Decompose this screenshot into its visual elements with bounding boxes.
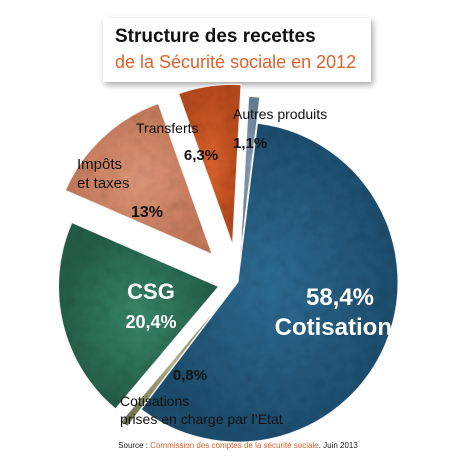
chart-title: Structure des recettes bbox=[115, 26, 316, 47]
slice-value-label: 6,3% bbox=[184, 147, 218, 164]
slice-value-label: 20,4% bbox=[125, 312, 176, 332]
slice-value-label: 0,8% bbox=[173, 367, 207, 384]
slice-name-label: Cotisations bbox=[275, 314, 406, 341]
pie-slice bbox=[64, 102, 213, 256]
source-prefix: Source : bbox=[118, 441, 151, 450]
slice-name-label: Impôts bbox=[77, 156, 122, 173]
chart-subtitle: de la Sécurité sociale en 2012 bbox=[115, 52, 357, 72]
source-suffix: . Juin 2013 bbox=[318, 441, 358, 450]
slice-value-label: 1,1% bbox=[233, 135, 267, 152]
slice-name-label: CSG bbox=[127, 279, 175, 304]
slice-name-label: Transferts bbox=[136, 120, 199, 136]
source-name: Commission des comptes de la sécurité so… bbox=[150, 441, 319, 450]
slice-name-label: et taxes bbox=[77, 175, 130, 192]
pie-slice bbox=[178, 83, 242, 245]
pie-slice bbox=[140, 122, 399, 443]
source-note: Source : Commission des comptes de la sé… bbox=[0, 441, 476, 450]
slice-value-label: 58,4% bbox=[306, 284, 374, 311]
slice-name-label: prises en charge par l’Etat bbox=[120, 411, 283, 427]
slice-name-label: Cotisations bbox=[120, 393, 189, 409]
slice-value-label: 13% bbox=[131, 204, 163, 221]
slice-name-label: Autres produits bbox=[233, 106, 327, 122]
pie-slice bbox=[239, 95, 261, 257]
pie-slice bbox=[120, 298, 225, 428]
pie-slice bbox=[58, 221, 220, 410]
title-box: Structure des recettes de la Sécurité so… bbox=[103, 18, 371, 82]
